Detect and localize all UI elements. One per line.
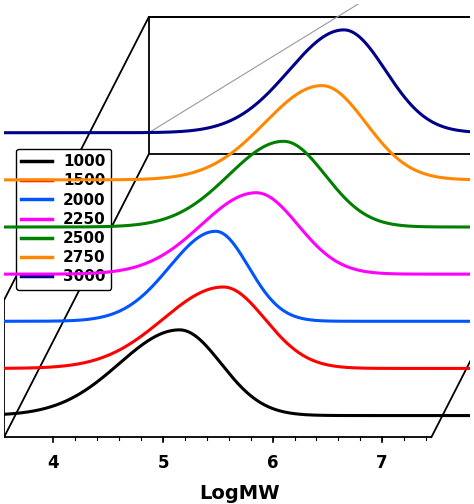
Text: 6: 6 [267,454,278,472]
Text: 7: 7 [376,454,388,472]
Legend: 1000, 1500, 2000, 2250, 2500, 2750, 3000: 1000, 1500, 2000, 2250, 2500, 2750, 3000 [16,149,111,290]
Text: 4: 4 [48,454,59,472]
Text: 5: 5 [157,454,169,472]
Text: LogMW: LogMW [200,484,280,503]
